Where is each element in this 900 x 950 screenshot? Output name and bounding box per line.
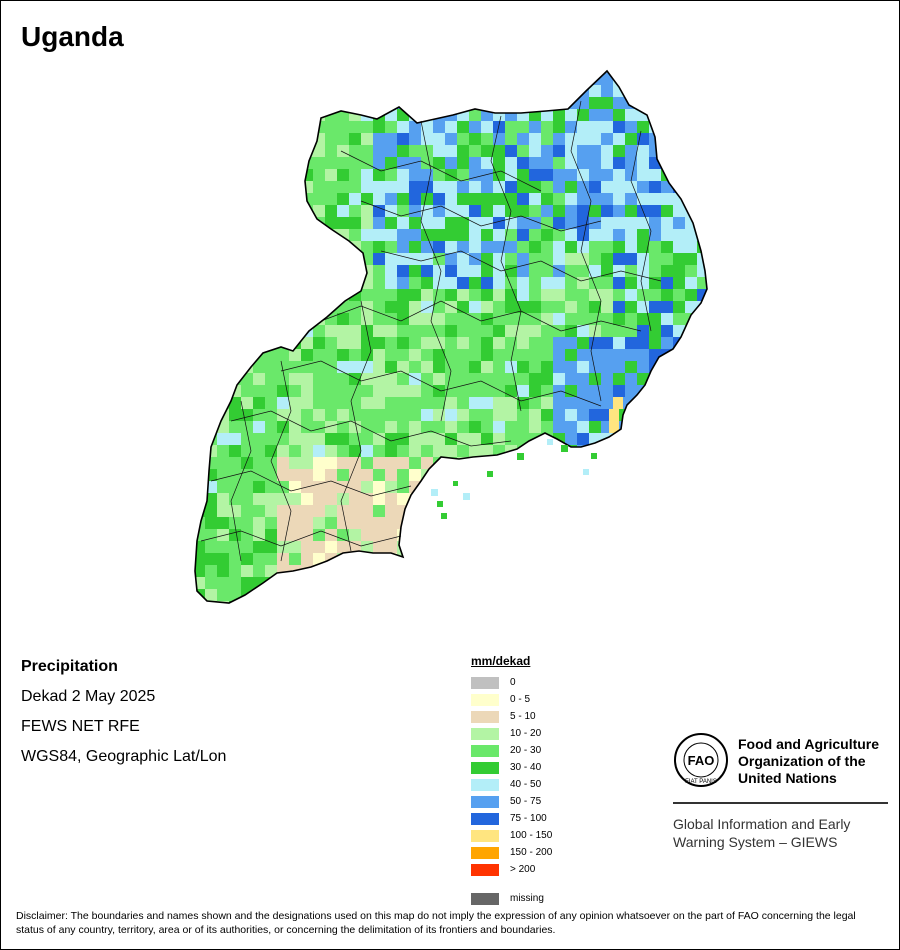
map-info: Precipitation Dekad 2 May 2025 FEWS NET … xyxy=(21,657,226,777)
legend-title: mm/dekad xyxy=(471,654,531,668)
legend-label: 30 - 40 xyxy=(510,762,542,773)
projection-label: WGS84, Geographic Lat/Lon xyxy=(21,748,227,765)
variable-label: Precipitation xyxy=(21,658,118,675)
legend-label: > 200 xyxy=(510,864,536,875)
legend-item: 10 - 20 xyxy=(471,725,552,742)
legend-item: 5 - 10 xyxy=(471,708,552,725)
legend-swatch xyxy=(471,863,499,876)
legend-label: 75 - 100 xyxy=(510,813,547,824)
svg-text:FAO: FAO xyxy=(688,753,715,768)
country-outline xyxy=(194,69,708,604)
legend-label-missing: missing xyxy=(510,893,544,904)
legend-label: 5 - 10 xyxy=(510,711,536,722)
legend-item: 75 - 100 xyxy=(471,810,552,827)
legend-label: 0 xyxy=(510,677,516,688)
legend-item-missing: missing xyxy=(471,890,552,907)
legend-label: 10 - 20 xyxy=(510,728,542,739)
legend: mm/dekad 0 0 - 5 5 - 10 10 - 20 20 - 30 30 - … xyxy=(471,654,552,907)
legend-item: 0 xyxy=(471,674,552,691)
legend-label: 50 - 75 xyxy=(510,796,542,807)
legend-swatch xyxy=(471,829,499,842)
legend-item: 100 - 150 xyxy=(471,827,552,844)
legend-swatch-missing xyxy=(471,892,499,905)
legend-item: 150 - 200 xyxy=(471,844,552,861)
fao-branding: FAO FIAT PANIS Food and Agriculture Orga… xyxy=(673,732,888,850)
district-boundaries xyxy=(200,100,662,562)
legend-swatch xyxy=(471,795,499,808)
legend-label: 100 - 150 xyxy=(510,830,553,841)
legend-swatch xyxy=(471,676,499,689)
source-label: FEWS NET RFE xyxy=(21,718,140,735)
svg-text:FIAT PANIS: FIAT PANIS xyxy=(685,779,717,785)
legend-swatch xyxy=(471,761,499,774)
system-name: Global Information and Early Warning Sys… xyxy=(673,816,851,850)
legend-item: 30 - 40 xyxy=(471,759,552,776)
legend-swatch xyxy=(471,744,499,757)
legend-item: > 200 xyxy=(471,861,552,878)
fao-logo-icon: FAO FIAT PANIS xyxy=(674,733,728,787)
legend-label: 20 - 30 xyxy=(510,745,542,756)
legend-label: 0 - 5 xyxy=(510,694,531,705)
legend-item: 40 - 50 xyxy=(471,776,552,793)
legend-label: 40 - 50 xyxy=(510,779,542,790)
org-name: Food and Agriculture Organization of the… xyxy=(738,736,880,786)
legend-item: 20 - 30 xyxy=(471,742,552,759)
precipitation-map xyxy=(194,69,708,604)
legend-swatch xyxy=(471,812,499,825)
disclaimer: Disclaimer: The boundaries and names sho… xyxy=(16,910,856,936)
lake-islands xyxy=(431,439,597,519)
precipitation-cells xyxy=(195,71,707,603)
legend-item: 50 - 75 xyxy=(471,793,552,810)
legend-swatch xyxy=(471,778,499,791)
legend-swatch xyxy=(471,710,499,723)
page-title: Uganda xyxy=(21,21,124,52)
legend-item: 0 - 5 xyxy=(471,691,552,708)
period-label: Dekad 2 May 2025 xyxy=(21,688,156,705)
legend-swatch xyxy=(471,846,499,859)
branding-divider xyxy=(673,802,888,804)
legend-swatch xyxy=(471,727,499,740)
legend-label: 150 - 200 xyxy=(510,847,553,858)
legend-swatch xyxy=(471,693,499,706)
